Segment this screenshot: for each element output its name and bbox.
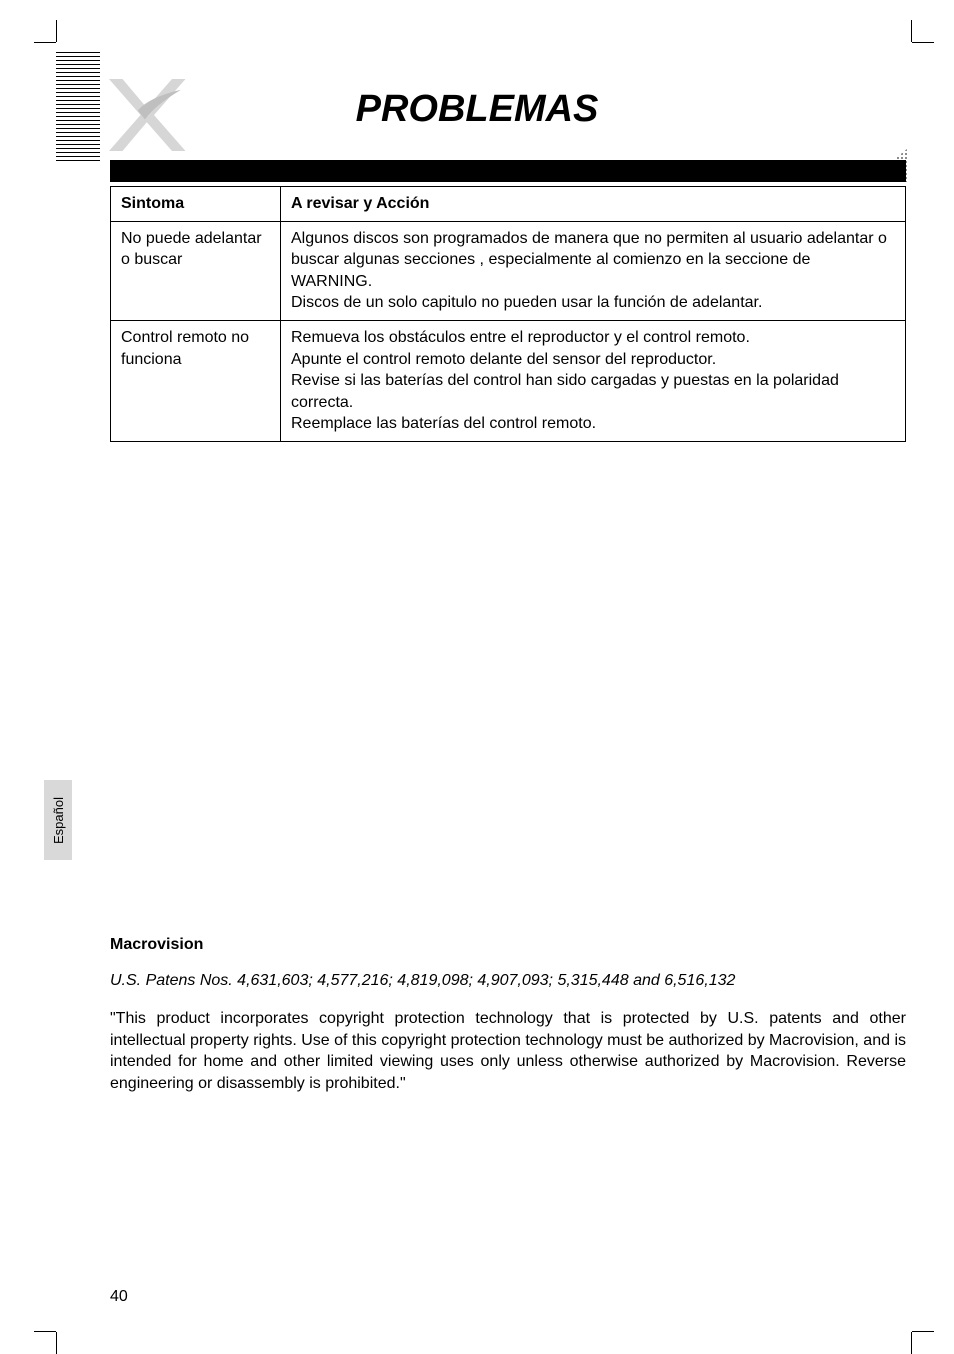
language-tab: Español	[44, 780, 72, 860]
macrovision-patents: U.S. Patens Nos. 4,631,603; 4,577,216; 4…	[110, 972, 906, 990]
macrovision-body: "This product incorporates copyright pro…	[110, 1008, 906, 1094]
crop-mark	[911, 20, 912, 42]
cell-action: Algunos discos son programados de manera…	[281, 221, 906, 320]
troubleshooting-table: Sintoma A revisar y Acción No puede adel…	[110, 186, 906, 442]
macrovision-heading: Macrovision	[110, 936, 906, 954]
table-header-row: Sintoma A revisar y Acción	[111, 187, 906, 222]
crop-mark	[34, 1331, 56, 1332]
crop-mark	[912, 42, 934, 43]
macrovision-section: Macrovision U.S. Patens Nos. 4,631,603; …	[110, 936, 906, 1094]
crop-mark	[912, 1331, 934, 1332]
crop-mark	[34, 42, 56, 43]
header-action: A revisar y Acción	[281, 187, 906, 222]
table-row: Control remoto no funciona Remueva los o…	[111, 320, 906, 441]
page-title: PROBLEMAS	[0, 88, 954, 131]
crop-mark	[911, 1332, 912, 1354]
header-bar	[110, 160, 906, 182]
table-row: No puede adelantar o buscar Algunos disc…	[111, 221, 906, 320]
crop-mark	[56, 20, 57, 42]
language-tab-label: Español	[51, 797, 66, 844]
crop-mark	[56, 1332, 57, 1354]
header-symptom: Sintoma	[111, 187, 281, 222]
cell-symptom: Control remoto no funciona	[111, 320, 281, 441]
page-number: 40	[110, 1288, 128, 1306]
cell-action: Remueva los obstáculos entre el reproduc…	[281, 320, 906, 441]
cell-symptom: No puede adelantar o buscar	[111, 221, 281, 320]
